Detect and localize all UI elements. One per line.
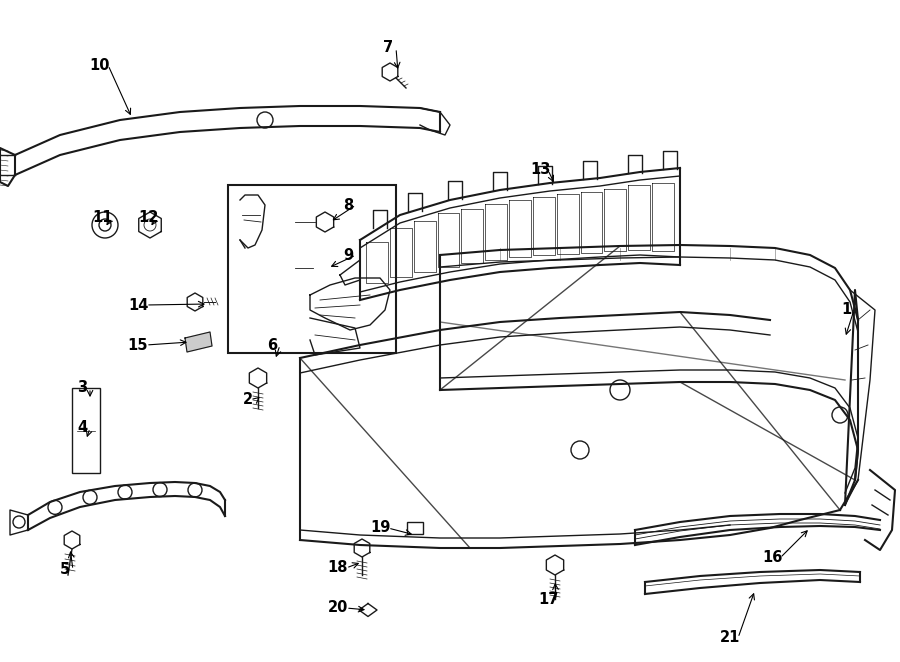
Bar xyxy=(407,522,423,534)
Text: 10: 10 xyxy=(90,58,110,73)
Bar xyxy=(228,185,396,353)
Text: 18: 18 xyxy=(328,561,348,575)
Text: 7: 7 xyxy=(382,40,393,56)
Text: 13: 13 xyxy=(530,162,550,177)
Text: 20: 20 xyxy=(328,600,348,616)
Text: 2: 2 xyxy=(243,393,253,408)
Text: 6: 6 xyxy=(267,338,277,352)
Text: 12: 12 xyxy=(138,211,158,226)
Text: 11: 11 xyxy=(93,211,113,226)
Text: 9: 9 xyxy=(343,248,353,263)
Bar xyxy=(72,388,100,473)
Text: 8: 8 xyxy=(343,197,353,213)
Text: 15: 15 xyxy=(128,338,148,352)
Text: 21: 21 xyxy=(720,630,740,645)
Bar xyxy=(313,262,327,274)
Text: 17: 17 xyxy=(538,592,558,608)
Text: 1: 1 xyxy=(841,303,851,318)
Text: 16: 16 xyxy=(761,551,782,565)
Text: 14: 14 xyxy=(128,297,148,312)
Polygon shape xyxy=(185,332,212,352)
Text: 3: 3 xyxy=(76,381,87,395)
Text: 4: 4 xyxy=(76,420,87,436)
Text: 5: 5 xyxy=(60,563,70,577)
Text: 19: 19 xyxy=(370,520,391,536)
